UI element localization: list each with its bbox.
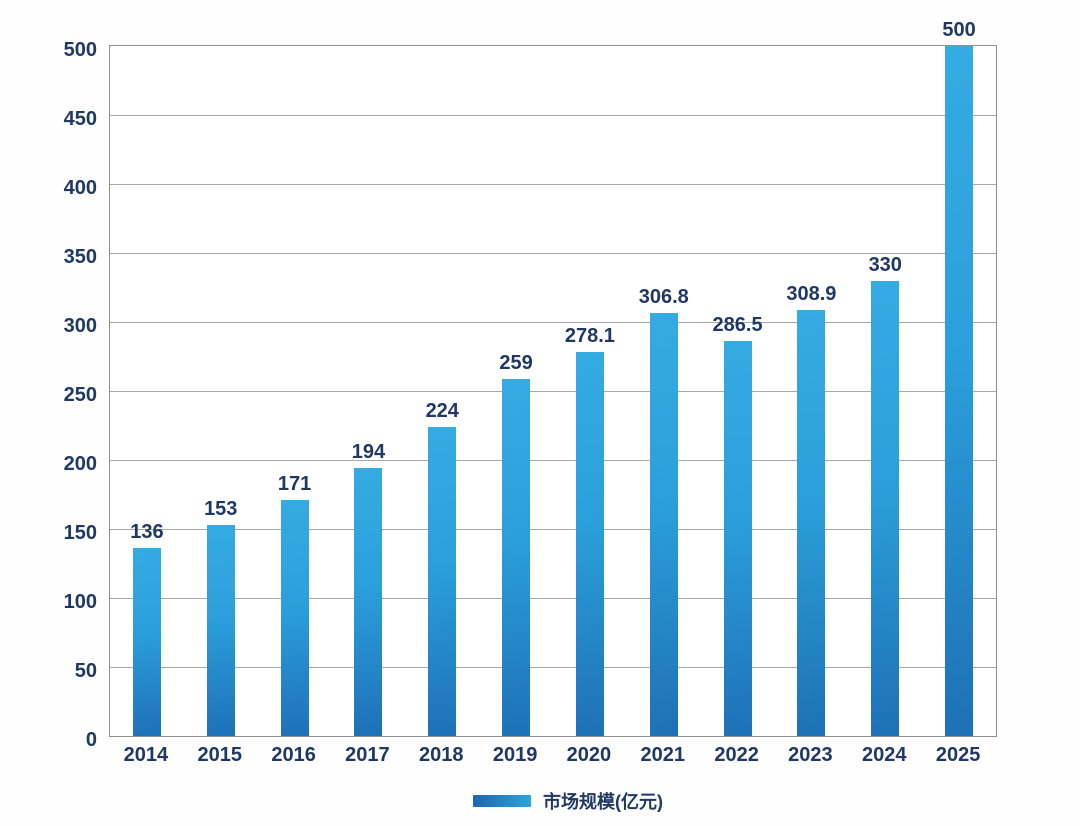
y-tick-200: 200	[63, 453, 97, 475]
x-label-2024: 2024	[862, 744, 907, 766]
value-label-2018: 224	[425, 399, 459, 422]
y-tick-50: 50	[74, 660, 97, 682]
bar-2016	[280, 500, 309, 736]
x-label-2022: 2022	[714, 744, 759, 766]
gridline-400	[110, 184, 996, 185]
bar-2019	[502, 378, 531, 736]
bar-2025	[945, 46, 974, 736]
y-tick-300: 300	[63, 315, 97, 337]
gridline-100	[110, 598, 996, 599]
x-label-2023: 2023	[788, 744, 833, 766]
legend: 市场规模(亿元)	[473, 789, 663, 813]
y-tick-250: 250	[63, 384, 97, 406]
gridline-50	[110, 667, 996, 668]
value-label-2017: 194	[351, 441, 386, 464]
value-label-2021: 306.8	[638, 285, 689, 308]
value-label-2024: 330	[868, 253, 902, 276]
x-label-2014: 2014	[123, 744, 169, 766]
value-label-2022: 286.5	[712, 313, 763, 336]
gridline-450	[110, 115, 996, 116]
value-label-2025: 500	[942, 19, 976, 41]
bar-2018	[428, 426, 457, 736]
bar-2022	[723, 340, 752, 736]
y-tick-500: 500	[63, 39, 97, 61]
y-tick-400: 400	[63, 177, 97, 199]
x-label-2019: 2019	[492, 744, 538, 766]
value-label-2015: 153	[204, 497, 238, 520]
value-label-2019: 259	[499, 351, 533, 374]
x-label-2025: 2025	[935, 744, 981, 766]
value-label-2014: 136	[130, 521, 164, 544]
x-label-2018: 2018	[419, 744, 464, 766]
gridline-250	[110, 391, 996, 392]
bar-2020	[575, 352, 604, 736]
legend-label: 市场规模(亿元)	[543, 792, 663, 812]
legend-swatch	[473, 795, 531, 807]
y-tick-0: 0	[85, 729, 97, 751]
bar-2024	[871, 280, 900, 736]
y-tick-350: 350	[63, 246, 97, 268]
x-label-2020: 2020	[566, 744, 612, 766]
bar-2023	[797, 309, 826, 736]
y-tick-150: 150	[63, 522, 97, 544]
x-label-2017: 2017	[345, 744, 390, 766]
bar-2021	[649, 312, 678, 736]
x-label-2015: 2015	[197, 744, 243, 766]
gridline-150	[110, 529, 996, 530]
gridline-200	[110, 460, 996, 461]
gridline-350	[110, 253, 996, 254]
x-label-2021: 2021	[640, 744, 686, 766]
bar-2014	[132, 548, 161, 736]
gridline-300	[110, 322, 996, 323]
value-label-2023: 308.9	[786, 282, 837, 305]
y-tick-100: 100	[63, 591, 97, 613]
x-label-2016: 2016	[271, 744, 316, 766]
value-label-2020: 278.1	[564, 325, 615, 348]
plot-area: 136 153 171 194 224 259 278.1 306.8 286.5 308.9 33…	[109, 19, 997, 737]
value-label-2016: 171	[277, 473, 312, 496]
bar-2017	[354, 468, 383, 736]
y-tick-450: 450	[63, 108, 97, 130]
bar-2015	[206, 524, 235, 736]
